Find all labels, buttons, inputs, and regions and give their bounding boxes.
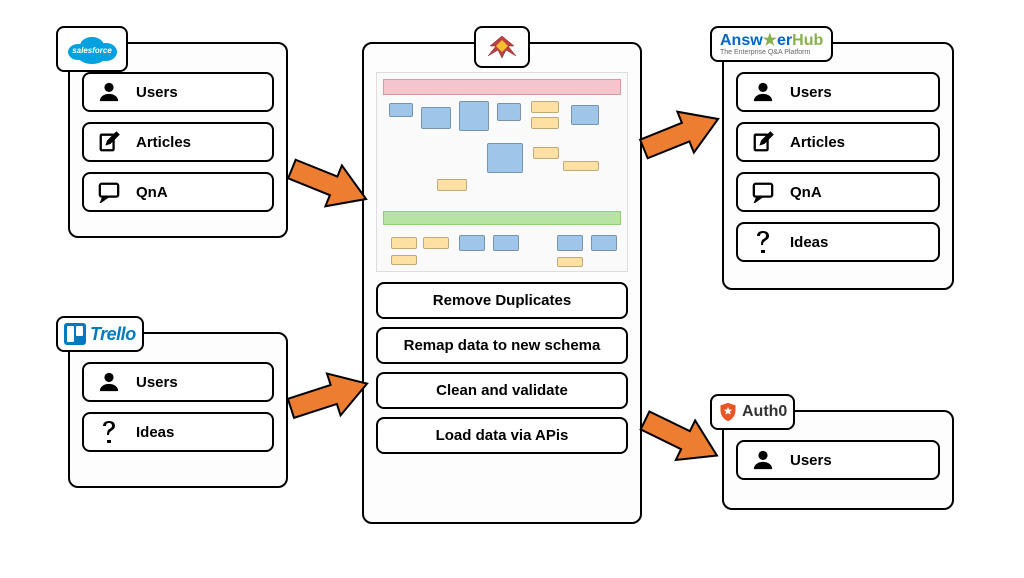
item-label: Ideas [136,424,174,441]
panel-auth0: Auth0 Users [722,410,954,510]
item-label: Users [790,452,832,469]
item-label: Users [136,374,178,391]
item-articles: Articles [82,122,274,162]
trello-board-icon [64,323,86,345]
chat-icon [96,180,122,204]
question-icon [96,420,122,444]
answerhub-sub: The Enterprise Q&A Platform [720,49,823,56]
auth0-text: Auth0 [742,403,787,421]
edit-icon [96,130,122,154]
trello-text: Trello [90,324,136,345]
trello-logo: Trello [56,316,144,352]
panel-answerhub: Answ★erHub The Enterprise Q&A Platform U… [722,42,954,290]
item-users: Users [736,440,940,480]
item-label: Articles [790,134,845,151]
user-icon [750,448,776,472]
user-icon [750,80,776,104]
arrow-sf-to-center [284,154,374,214]
step-remove-duplicates: Remove Duplicates [376,282,628,319]
step-clean: Clean and validate [376,372,628,409]
question-icon [750,230,776,254]
chat-icon [750,180,776,204]
fme-logo [474,26,530,68]
item-qna: QnA [736,172,940,212]
salesforce-text: salesforce [72,46,112,55]
panel-trello: Trello Users Ideas [68,332,288,488]
item-label: QnA [136,184,168,201]
item-users: Users [736,72,940,112]
item-users: Users [82,362,274,402]
answerhub-logo: Answ★erHub The Enterprise Q&A Platform [710,26,833,62]
arrow-center-to-auth0 [636,408,726,468]
item-ideas: Ideas [736,222,940,262]
step-remap: Remap data to new schema [376,327,628,364]
panel-center: Remove Duplicates Remap data to new sche… [362,42,642,524]
item-label: Ideas [790,234,828,251]
edit-icon [750,130,776,154]
item-label: Articles [136,134,191,151]
item-label: Users [136,84,178,101]
item-label: Users [790,84,832,101]
arrow-trello-to-center [284,366,374,426]
arrow-center-to-ah [636,104,726,164]
item-users: Users [82,72,274,112]
user-icon [96,80,122,104]
step-load: Load data via APis [376,417,628,454]
item-label: QnA [790,184,822,201]
item-articles: Articles [736,122,940,162]
item-ideas: Ideas [82,412,274,452]
item-qna: QnA [82,172,274,212]
user-icon [96,370,122,394]
workflow-screenshot [376,72,628,272]
panel-salesforce: salesforce Users Articles QnA [68,42,288,238]
salesforce-logo: salesforce [56,26,128,72]
